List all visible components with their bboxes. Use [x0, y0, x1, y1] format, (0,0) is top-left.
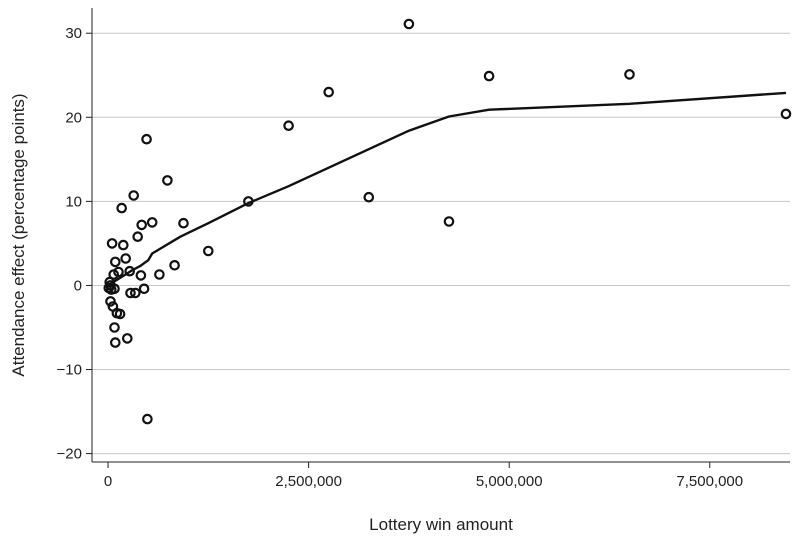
data-point: [114, 308, 126, 320]
x-tick-label: 2,500,000: [275, 473, 342, 490]
data-point: [109, 322, 120, 333]
data-point: [443, 216, 455, 227]
data-point: [135, 270, 147, 281]
grid-lines: [92, 32, 790, 455]
data-point: [141, 133, 152, 145]
data-point: [483, 70, 495, 82]
data-point: [323, 86, 334, 98]
y-tick-label: 20: [65, 109, 82, 126]
data-point: [110, 337, 121, 348]
x-tick-label: 7,500,000: [676, 473, 743, 490]
data-point: [203, 245, 214, 257]
data-point: [136, 219, 147, 231]
data-point: [128, 190, 139, 201]
ticks: −20 −10 0 10 20 30 0 2,500,000 5,000,000 7,500,00…: [57, 25, 744, 490]
x-axis-title: Lottery win amount: [369, 515, 513, 534]
fit-line-layer: [107, 91, 787, 287]
data-point: [132, 231, 143, 242]
data-point: [162, 175, 173, 186]
data-point: [283, 120, 294, 131]
data-point: [142, 413, 153, 425]
data-point: [109, 283, 120, 295]
y-tick-label: 10: [65, 193, 82, 210]
x-tick-label: 0: [104, 473, 112, 490]
data-point: [624, 69, 635, 80]
data-point: [169, 259, 180, 271]
y-tick-label: −10: [57, 362, 82, 379]
data-point: [116, 202, 127, 214]
data-points: [103, 18, 792, 425]
y-tick-label: 30: [65, 25, 82, 42]
data-point: [118, 239, 129, 251]
data-point: [110, 256, 121, 268]
y-axis-title: Attendance effect (percentage points): [9, 93, 28, 376]
data-point: [243, 196, 254, 207]
data-point: [138, 283, 150, 295]
data-point: [154, 269, 165, 280]
data-point: [130, 287, 141, 299]
data-point: [403, 18, 415, 30]
data-point: [780, 108, 792, 120]
data-point: [363, 191, 375, 203]
x-tick-label: 5,000,000: [476, 473, 543, 490]
data-point: [146, 217, 158, 228]
data-point: [106, 238, 118, 249]
data-point: [120, 253, 131, 264]
data-point: [122, 333, 133, 344]
fit-line: [107, 91, 787, 287]
axes: [91, 8, 790, 463]
data-point: [178, 217, 189, 229]
data-point: [125, 287, 136, 299]
data-point: [124, 265, 135, 277]
y-tick-label: 0: [74, 277, 82, 294]
data-point: [105, 296, 116, 307]
y-tick-label: −20: [57, 446, 82, 463]
